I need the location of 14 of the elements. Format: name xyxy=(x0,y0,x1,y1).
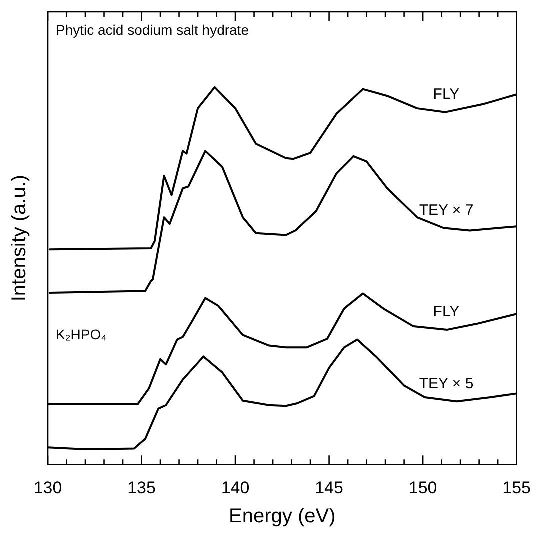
series-label: FLY xyxy=(433,86,460,103)
y-axis-title: Intensity (a.u.) xyxy=(8,174,31,302)
text: Phytic acid sodium salt hydrate xyxy=(56,22,250,38)
x-tick-label: 150 xyxy=(408,478,438,498)
x-tick-label: 155 xyxy=(502,478,532,498)
x-tick-label: 130 xyxy=(34,478,62,498)
x-tick-label: 145 xyxy=(315,478,344,498)
annotation: K₂HPO₄ xyxy=(56,326,108,343)
x-tick-label: 140 xyxy=(221,478,250,498)
x-axis-title: Energy (eV) xyxy=(229,506,336,528)
series-label: TEY × 5 xyxy=(419,375,474,392)
x-tick-label: 135 xyxy=(128,478,156,498)
series-label: TEY × 7 xyxy=(419,202,474,219)
series-label: FLY xyxy=(433,304,460,321)
